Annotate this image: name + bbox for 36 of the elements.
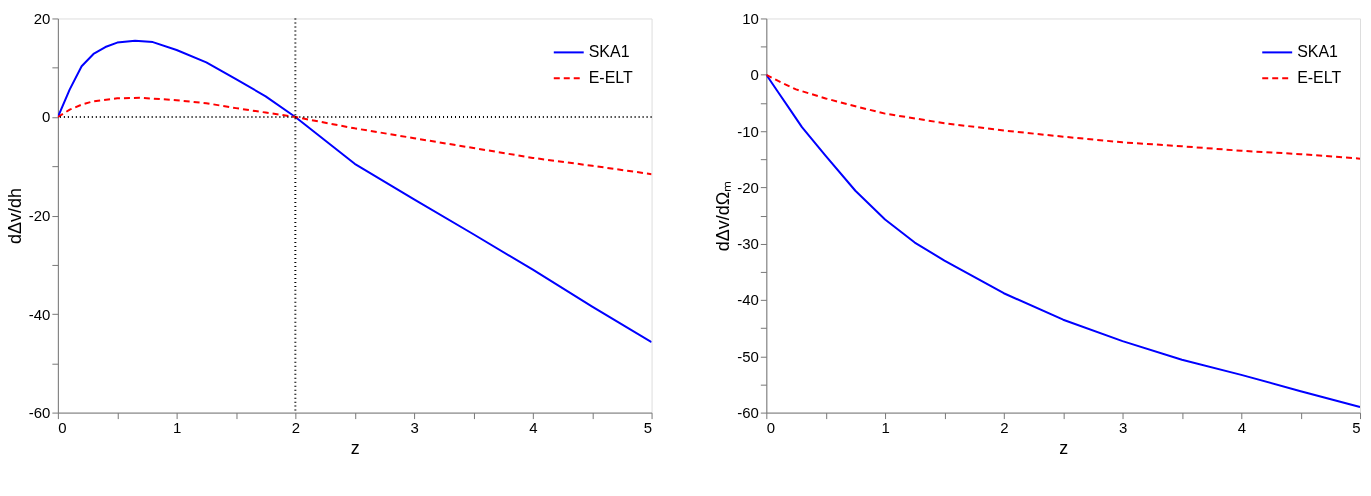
line-series <box>57 39 652 344</box>
x-axis-title: z <box>1059 438 1069 459</box>
y-tick-label: -40 <box>28 305 51 323</box>
x-tick-label: 1 <box>881 419 890 437</box>
y-tick-label: -60 <box>28 404 51 422</box>
y-tick-label: 20 <box>33 9 51 27</box>
y-axis-title: dΔv/dΩₘ <box>713 180 734 252</box>
x-tick-label: 0 <box>766 419 776 437</box>
line-series <box>766 73 1361 160</box>
y-tick-label: -50 <box>737 347 759 365</box>
x-tick-label: 3 <box>1118 419 1128 437</box>
y-tick-label: -20 <box>737 178 759 196</box>
legend-label: SKA1 <box>588 43 630 61</box>
x-tick-label: 0 <box>58 419 67 437</box>
x-tick-label: 2 <box>291 419 301 437</box>
y-tick-label: 0 <box>42 108 51 126</box>
y-axis-title: dΔv/dh <box>4 188 25 244</box>
legend-label: E-ELT <box>1297 69 1342 87</box>
y-tick-label: -60 <box>737 404 759 422</box>
y-tick-label: -20 <box>28 207 51 225</box>
x-axis-title: z <box>350 438 360 459</box>
x-tick-label: 4 <box>1237 419 1246 437</box>
x-tick-label: 1 <box>172 419 182 437</box>
y-tick-label: 0 <box>750 66 759 84</box>
x-tick-label: 5 <box>1352 419 1361 437</box>
legend-label: SKA1 <box>1297 43 1339 61</box>
legend-label: E-ELT <box>588 69 633 87</box>
y-tick-label: 10 <box>742 9 759 27</box>
x-tick-label: 4 <box>529 419 538 437</box>
y-tick-label: -40 <box>737 291 759 309</box>
line-series <box>57 96 652 176</box>
x-tick-label: 5 <box>643 419 653 437</box>
x-tick-label: 2 <box>1000 419 1009 437</box>
y-tick-label: -10 <box>737 122 759 140</box>
y-tick-label: -30 <box>737 235 759 253</box>
x-tick-label: 3 <box>410 419 419 437</box>
